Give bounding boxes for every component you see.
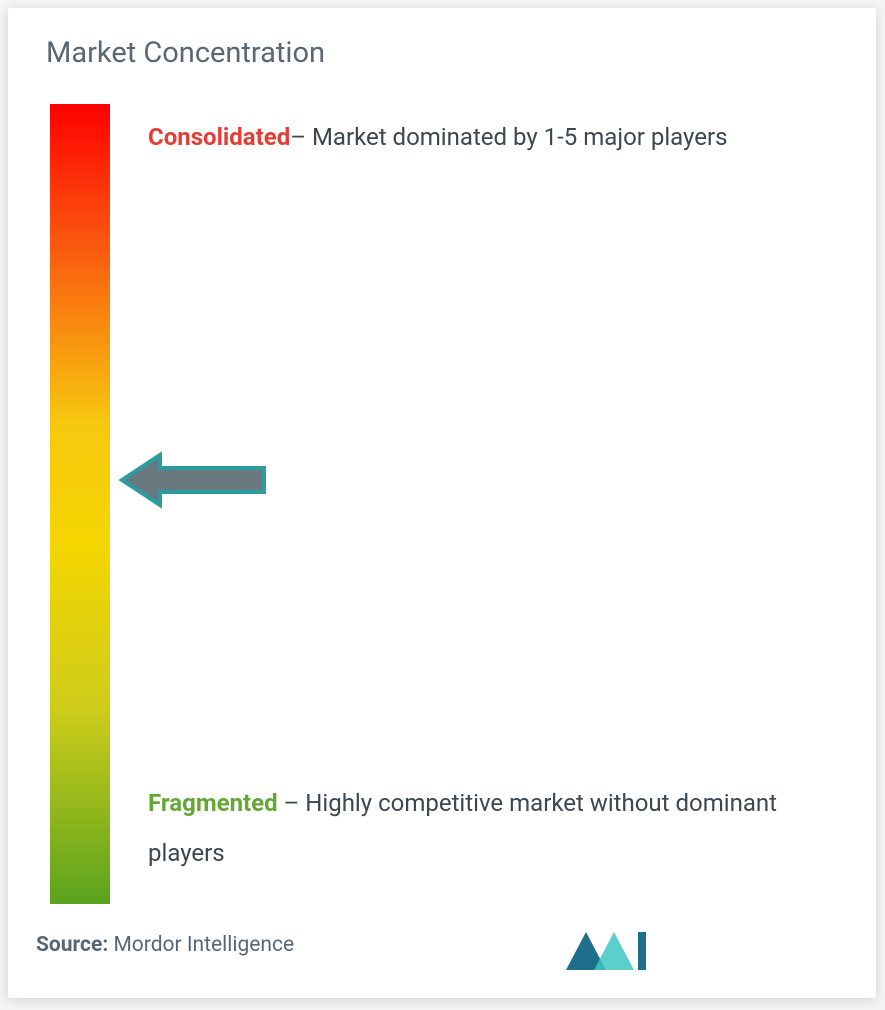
infographic-card: Market Concentration Consolidated– Marke… (8, 8, 876, 998)
fragmented-label: Fragmented – Highly competitive market w… (148, 778, 826, 879)
arrow-icon (118, 451, 268, 509)
consolidated-desc: – Market dominated by 1-5 major players (290, 123, 727, 151)
consolidated-label: Consolidated– Market dominated by 1-5 ma… (148, 112, 826, 162)
logo-icon (566, 926, 676, 974)
consolidated-term: Consolidated (148, 123, 290, 151)
mordor-logo (566, 926, 676, 978)
concentration-gradient-bar (50, 104, 110, 904)
source-label: Source: (36, 933, 108, 957)
position-arrow (118, 451, 268, 513)
source-attribution: Source: Mordor Intelligence (36, 933, 294, 957)
gradient-svg (50, 104, 110, 904)
fragmented-term: Fragmented (148, 789, 278, 817)
source-value: Mordor Intelligence (108, 933, 294, 957)
chart-title: Market Concentration (46, 36, 325, 70)
